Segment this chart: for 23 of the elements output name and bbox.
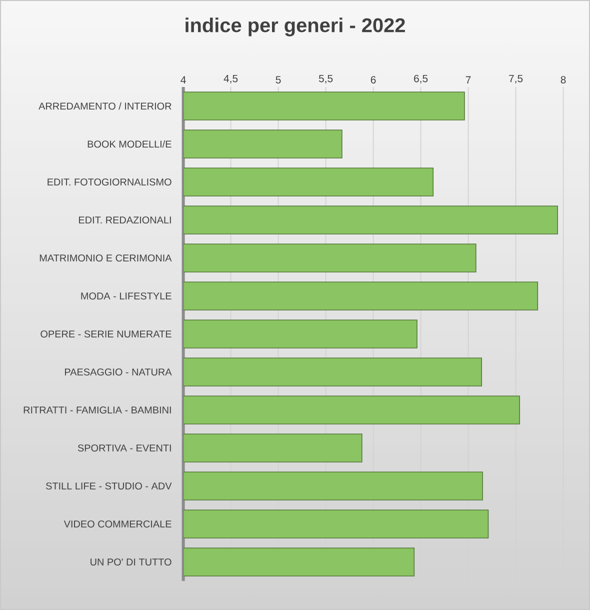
x-tick-label: 5 [276,76,281,84]
x-tick-label: 6,5 [414,74,428,84]
x-tick-label: 8 [560,76,566,84]
y-tick-label: SPORTIVA - EVENTI [78,444,171,452]
x-tick-label: 7 [466,76,471,84]
y-tick-label: MODA - LIFESTYLE [81,292,172,300]
y-tick-label: RITRATTI - FAMIGLIA - BAMBINI [24,406,171,414]
y-tick-label: STILL LIFE - STUDIO - ADV [46,482,172,490]
y-tick-label: BOOK MODELLI/E [88,140,172,148]
y-tick-label: MATRIMONIO E CERIMONIA [40,254,172,262]
chart-title: indice per generi - 2022 [186,18,405,36]
x-tick-label: 7,5 [509,74,523,84]
y-tick-label: PAESAGGIO - NATURA [65,368,172,376]
y-tick-label: OPERE - SERIE NUMERATE [40,330,172,338]
y-tick-label: VIDEO COMMERCIALE [64,520,172,528]
y-tick-label: EDIT. FOTOGIORNALISMO [48,178,172,186]
x-tick-label: 5,5 [318,74,333,84]
y-tick-label: ARREDAMENTO / INTERIOR [38,102,172,110]
y-tick-label: EDIT. REDAZIONALI [79,216,171,224]
x-tick-label: 4,5 [224,74,238,84]
y-tick-label: UN PO' DI TUTTO [90,558,172,566]
x-tick-label: 4 [180,76,186,84]
x-tick-label: 6 [370,76,376,84]
